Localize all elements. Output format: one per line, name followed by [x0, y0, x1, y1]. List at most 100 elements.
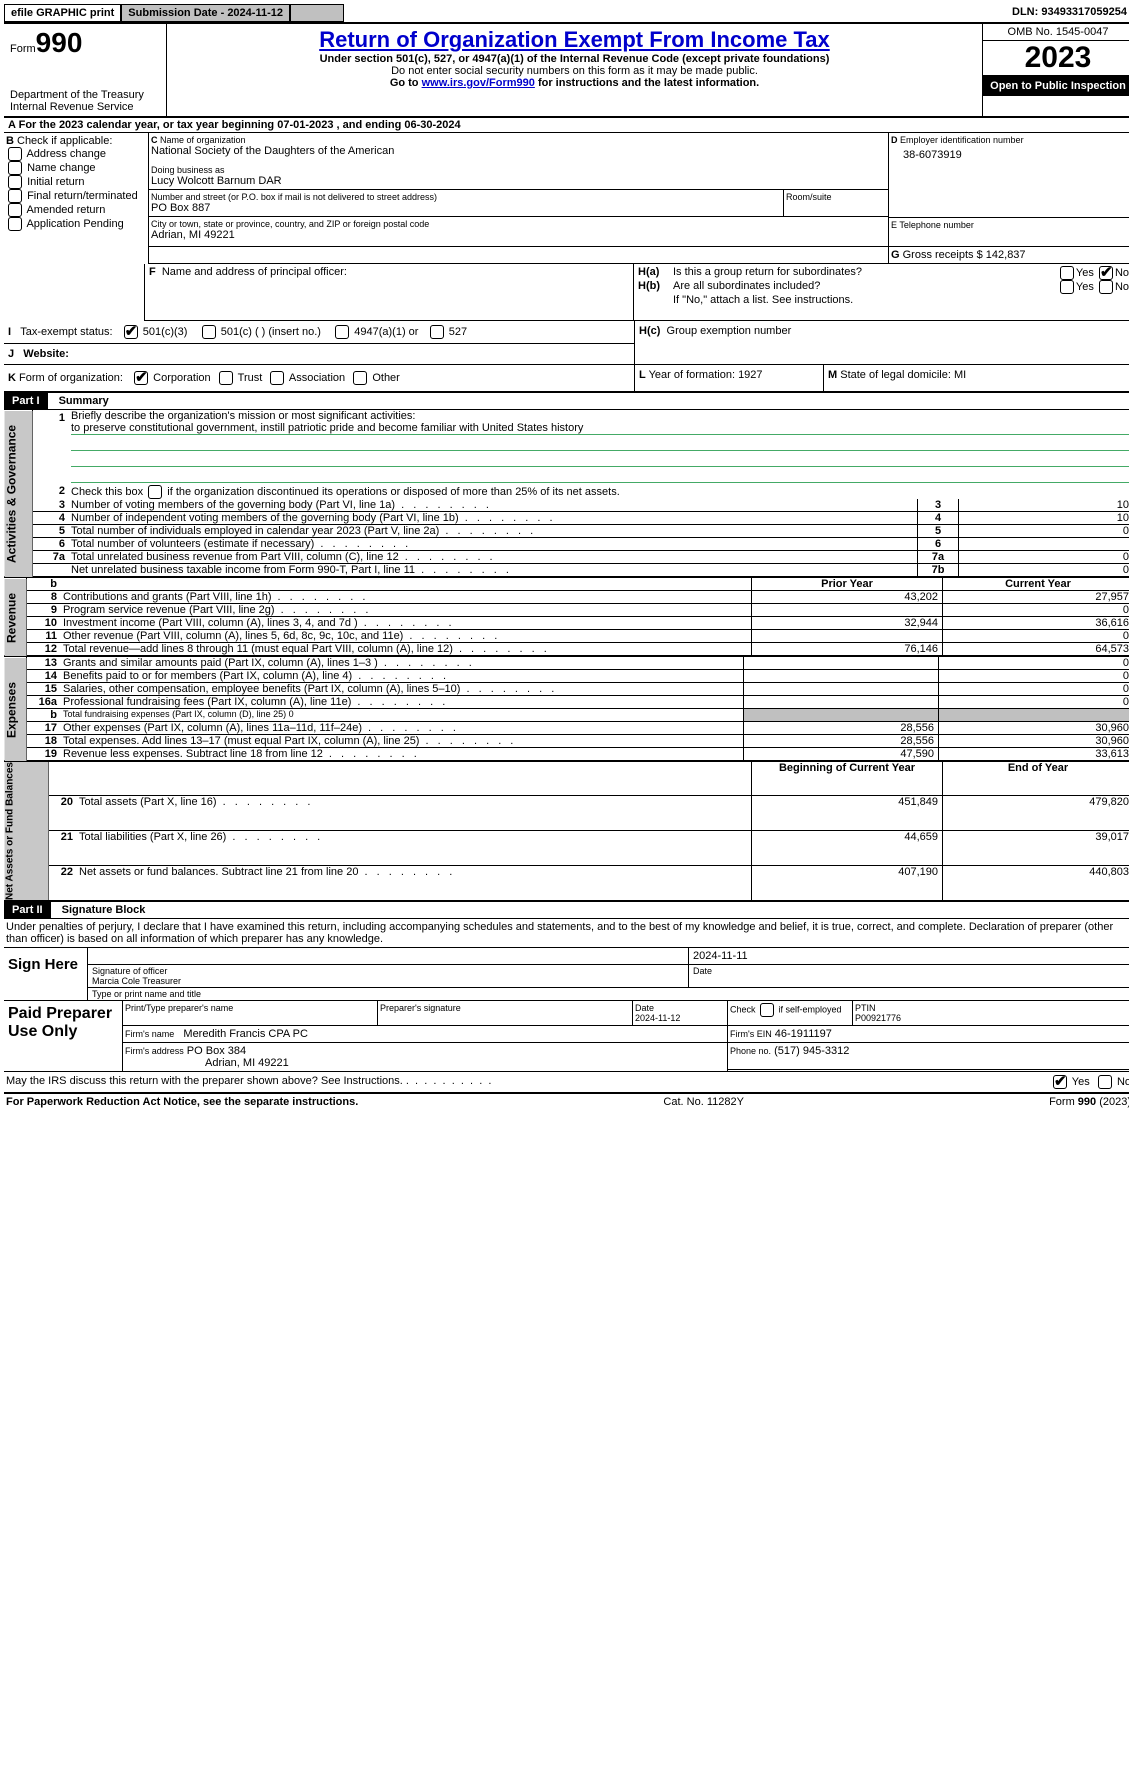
- room-label: Room/suite: [784, 190, 889, 217]
- form-header: Form990 Department of the Treasury Inter…: [4, 24, 1129, 118]
- form-label: Form: [10, 43, 36, 55]
- part2-label: Part II: [4, 902, 51, 918]
- irs-label: Internal Revenue Service: [10, 101, 160, 113]
- footer-mid: Cat. No. 11282Y: [663, 1096, 744, 1108]
- city-label: City or town, state or province, country…: [151, 219, 886, 229]
- part1-label: Part I: [4, 393, 48, 409]
- street-address: PO Box 887: [151, 202, 781, 214]
- open-inspection: Open to Public Inspection: [983, 76, 1129, 96]
- status-website-table: I Tax-exempt status: 501(c)(3) 501(c) ( …: [4, 321, 1129, 365]
- e-phone-label: E Telephone number: [891, 220, 1129, 230]
- chk-assoc[interactable]: [270, 371, 284, 385]
- l-label: Year of formation:: [649, 369, 738, 381]
- footer-left: For Paperwork Reduction Act Notice, see …: [6, 1096, 358, 1108]
- firm-ein: 46-1911197: [775, 1028, 832, 1040]
- footer: For Paperwork Reduction Act Notice, see …: [4, 1094, 1129, 1110]
- dln: DLN: 93493317059254: [1006, 4, 1129, 22]
- chk-amended-return[interactable]: [8, 203, 22, 217]
- ssn-warning: Do not enter social security numbers on …: [173, 65, 976, 77]
- preparer-table: Paid Preparer Use Only Print/Type prepar…: [4, 1001, 1129, 1072]
- sig-date-label: Date: [689, 964, 1129, 987]
- k-label: Form of organization:: [19, 371, 123, 383]
- chk-hb-no[interactable]: [1099, 280, 1113, 294]
- c-label: Name of organization: [160, 135, 246, 145]
- sig-officer-label: Signature of officer: [92, 966, 684, 976]
- submission-date: Submission Date - 2024-11-12: [121, 4, 290, 22]
- firm-addr2: Adrian, MI 49221: [125, 1057, 725, 1069]
- discuss-row: May the IRS discuss this return with the…: [4, 1072, 1129, 1094]
- discuss-label: May the IRS discuss this return with the…: [6, 1075, 403, 1089]
- form-subtitle: Under section 501(c), 527, or 4947(a)(1)…: [173, 53, 976, 65]
- ha-label: Is this a group return for subordinates?: [673, 266, 1019, 280]
- part1-body: Activities & Governance1Briefly describe…: [4, 410, 1129, 578]
- chk-other[interactable]: [353, 371, 367, 385]
- tax-year-line: A For the 2023 calendar year, or tax yea…: [4, 118, 1129, 133]
- ptin: P00921776: [855, 1013, 901, 1023]
- addr-label: Number and street (or P.O. box if mail i…: [151, 192, 781, 202]
- chk-app-pending[interactable]: [8, 217, 22, 231]
- tax-year: 2023: [983, 41, 1129, 76]
- g-label: Gross receipts $: [903, 249, 983, 261]
- top-bar: efile GRAPHIC print Submission Date - 20…: [4, 4, 1129, 24]
- dba-name: Lucy Wolcott Barnum DAR: [151, 175, 886, 187]
- j-label: Website:: [23, 348, 69, 360]
- firm-addr1: PO Box 384: [187, 1045, 246, 1057]
- f-label: Name and address of principal officer:: [162, 266, 347, 278]
- chk-4947[interactable]: [335, 325, 349, 339]
- chk-ha-yes[interactable]: [1060, 266, 1074, 280]
- firm-phone: (517) 945-3312: [774, 1045, 849, 1057]
- form-title[interactable]: Return of Organization Exempt From Incom…: [173, 27, 976, 53]
- chk-corp[interactable]: [134, 371, 148, 385]
- org-form-table: K Form of organization: Corporation Trus…: [4, 365, 1129, 393]
- chk-initial-return[interactable]: [8, 175, 22, 189]
- footer-right: Form 990 (2023): [1049, 1096, 1129, 1108]
- hb-note: If "No," attach a list. See instructions…: [673, 294, 1129, 306]
- goto-link[interactable]: www.irs.gov/Form990: [422, 77, 535, 89]
- prep-sig-label: Preparer's signature: [378, 1001, 633, 1026]
- chk-501c3[interactable]: [124, 325, 138, 339]
- efile-label[interactable]: efile GRAPHIC print: [4, 4, 121, 22]
- chk-discuss-no[interactable]: [1098, 1075, 1112, 1089]
- chk-discontinued[interactable]: [148, 485, 162, 499]
- hc-label: Group exemption number: [667, 325, 792, 337]
- ein: 38-6073919: [891, 145, 1129, 165]
- dba-label: Doing business as: [151, 165, 886, 175]
- gross-receipts: 142,837: [986, 249, 1026, 261]
- paid-preparer-label: Paid Preparer Use Only: [4, 1001, 123, 1072]
- chk-trust[interactable]: [219, 371, 233, 385]
- firm-name: Meredith Francis CPA PC: [183, 1028, 308, 1040]
- chk-ha-no[interactable]: [1099, 266, 1113, 280]
- hb-label: Are all subordinates included?: [673, 280, 1019, 294]
- perjury-declaration: Under penalties of perjury, I declare th…: [4, 919, 1129, 948]
- sig-date: 2024-11-11: [689, 948, 1129, 965]
- i-label: Tax-exempt status:: [20, 325, 112, 337]
- chk-discuss-yes[interactable]: [1053, 1075, 1067, 1089]
- prep-name-label: Print/Type preparer's name: [123, 1001, 378, 1026]
- spacer: [290, 4, 344, 22]
- chk-527[interactable]: [430, 325, 444, 339]
- chk-hb-yes[interactable]: [1060, 280, 1074, 294]
- chk-final-return[interactable]: [8, 189, 22, 203]
- chk-name-change[interactable]: [8, 161, 22, 175]
- org-name: National Society of the Daughters of the…: [151, 145, 886, 157]
- officer-group-table: F Name and address of principal officer:…: [4, 264, 1129, 321]
- type-print-label: Type or print name and title: [88, 987, 1129, 1000]
- officer-name: Marcia Cole Treasurer: [92, 976, 684, 986]
- legal-domicile: MI: [954, 369, 966, 381]
- chk-address-change[interactable]: [8, 147, 22, 161]
- signature-table: Sign Here 2024-11-11 Signature of office…: [4, 948, 1129, 1001]
- part1-title: Summary: [51, 393, 117, 409]
- d-label: Employer identification number: [900, 135, 1024, 145]
- form-number: 990: [36, 27, 83, 58]
- part2-title: Signature Block: [54, 902, 154, 918]
- chk-self-employed[interactable]: [760, 1003, 774, 1017]
- year-formation: 1927: [738, 369, 762, 381]
- dept-treasury: Department of the Treasury: [10, 89, 160, 101]
- omb-number: OMB No. 1545-0047: [983, 24, 1129, 41]
- m-label: State of legal domicile:: [840, 369, 954, 381]
- city-state-zip: Adrian, MI 49221: [151, 229, 886, 241]
- chk-501c[interactable]: [202, 325, 216, 339]
- b-label: Check if applicable:: [17, 135, 112, 147]
- part2-header: Part II Signature Block: [4, 900, 1129, 919]
- prep-date: 2024-11-12: [635, 1013, 680, 1023]
